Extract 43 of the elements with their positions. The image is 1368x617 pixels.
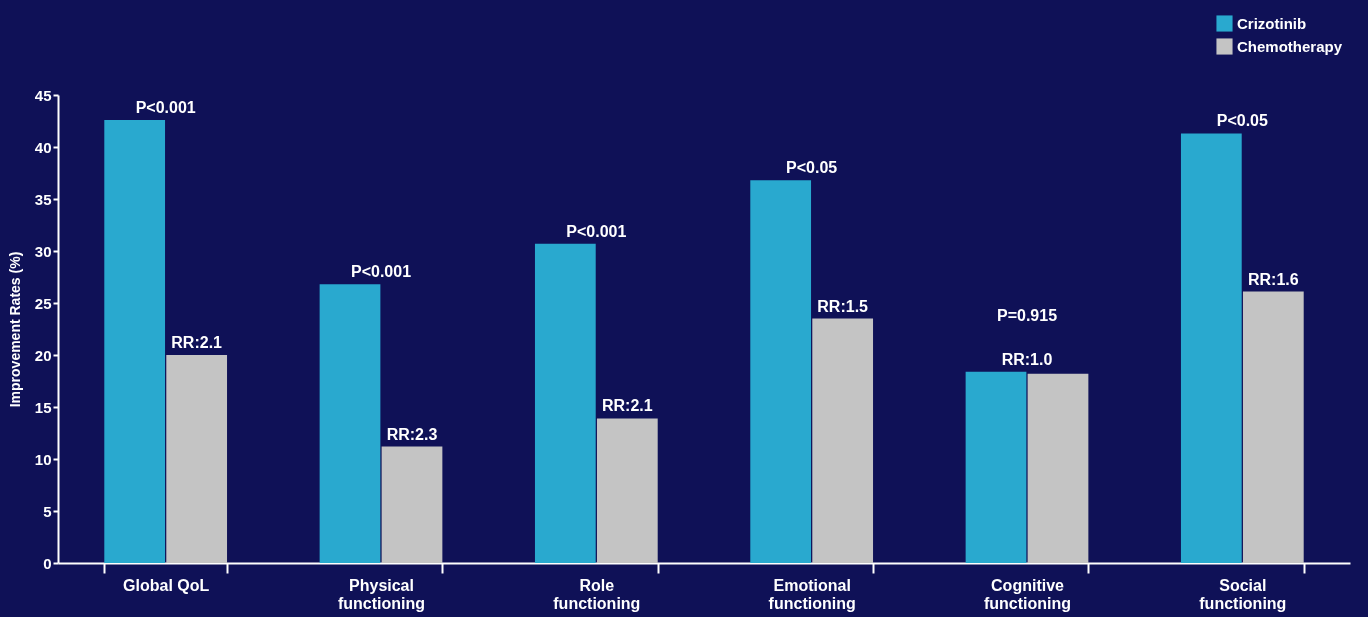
bar — [812, 318, 874, 563]
legend-label: Crizotinib — [1237, 14, 1307, 32]
annotation: P<0.05 — [786, 159, 838, 177]
annotation: RR:2.3 — [386, 425, 438, 443]
annotation: RR:2.1 — [171, 334, 223, 351]
y-tick-label: 25 — [34, 294, 52, 312]
bar — [1242, 291, 1304, 563]
y-tick-label: 40 — [34, 138, 52, 156]
y-tick-label: 5 — [43, 502, 52, 520]
bar — [166, 355, 228, 563]
annotation: RR:1.0 — [1001, 350, 1053, 368]
bar — [1180, 133, 1242, 563]
x-tick-label: Social functioning — [1199, 576, 1287, 612]
bar — [965, 371, 1027, 563]
x-tick-label: Global QoL — [123, 576, 210, 594]
y-tick-label: 15 — [34, 398, 52, 416]
annotation: P<0.001 — [135, 98, 196, 116]
legend-label: Chemotherapy — [1237, 37, 1343, 55]
y-tick-label: 20 — [34, 346, 52, 364]
annotation: P=0.915 — [996, 307, 1058, 325]
y-tick-label: 35 — [34, 190, 52, 208]
annotation: RR:2.1 — [601, 397, 653, 415]
bar — [319, 284, 381, 563]
bar — [1027, 373, 1089, 563]
x-tick-label: Emotional functioning — [768, 576, 856, 612]
annotation: P<0.05 — [1216, 112, 1269, 130]
annotation: P<0.001 — [350, 263, 412, 281]
y-tick-label: 45 — [34, 86, 52, 104]
y-tick-label: 30 — [34, 242, 52, 260]
bar — [381, 446, 443, 563]
bar — [104, 119, 166, 563]
annotation: RR:1.6 — [1247, 270, 1299, 288]
annotation: RR:1.5 — [817, 297, 869, 315]
x-tick-label: Cognitive functioning — [983, 576, 1072, 612]
x-tick-label: Physical functioning — [337, 576, 426, 612]
y-tick-label: 0 — [43, 554, 52, 572]
bar — [596, 418, 658, 563]
bar — [750, 180, 812, 563]
y-axis-title: Improvement Rates (%) — [6, 251, 23, 408]
y-tick-label: 10 — [34, 450, 52, 468]
bar — [534, 243, 596, 563]
x-tick-label: Role functioning — [553, 576, 641, 612]
annotation: P<0.001 — [566, 222, 627, 240]
